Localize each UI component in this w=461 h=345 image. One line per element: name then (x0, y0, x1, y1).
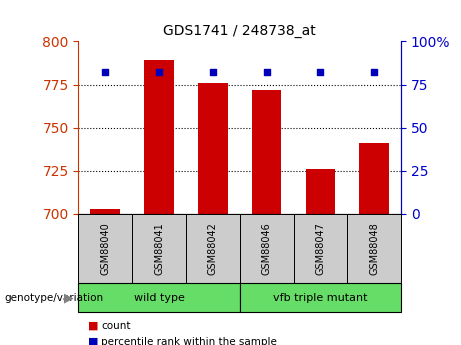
Point (263, 70, 270, 75)
Text: ■: ■ (88, 337, 98, 345)
Bar (144, 60, 174, 214)
Text: vfb triple mutant: vfb triple mutant (273, 293, 367, 303)
Point (371, 70, 378, 75)
Text: percentile rank within the sample: percentile rank within the sample (101, 337, 278, 345)
Text: GSM88041: GSM88041 (154, 222, 164, 275)
Bar (252, 90, 281, 214)
Text: ▶: ▶ (65, 291, 74, 304)
Point (317, 70, 324, 75)
Text: genotype/variation: genotype/variation (5, 293, 104, 303)
Point (155, 70, 163, 75)
Point (209, 70, 217, 75)
Point (101, 70, 109, 75)
Bar (90, 209, 120, 214)
Text: GSM88048: GSM88048 (369, 222, 379, 275)
Title: GDS1741 / 248738_at: GDS1741 / 248738_at (163, 23, 316, 38)
Text: count: count (101, 321, 131, 331)
Text: GSM88040: GSM88040 (100, 222, 110, 275)
Text: GSM88046: GSM88046 (261, 222, 272, 275)
Text: GSM88047: GSM88047 (315, 222, 325, 275)
Bar (360, 143, 389, 214)
Text: wild type: wild type (134, 293, 184, 303)
Bar (198, 83, 228, 214)
Bar (306, 169, 335, 214)
Text: ■: ■ (88, 321, 98, 331)
Text: GSM88042: GSM88042 (208, 222, 218, 275)
